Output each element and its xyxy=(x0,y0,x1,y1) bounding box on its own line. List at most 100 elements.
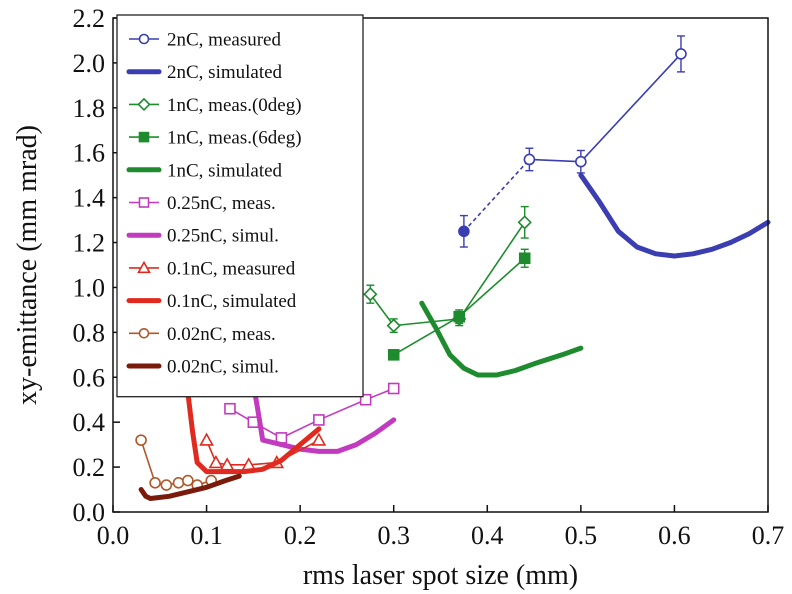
x-tick-label: 0.5 xyxy=(565,521,598,550)
x-tick-label: 0.1 xyxy=(190,521,223,550)
legend-label: 0.25nC, simul. xyxy=(167,226,279,247)
data-point xyxy=(149,477,161,489)
x-axis-title: rms laser spot size (mm) xyxy=(303,560,578,591)
series-line xyxy=(458,257,526,318)
y-tick-label: 0.2 xyxy=(73,453,106,482)
legend-item: 0.25nC, simul. xyxy=(126,226,279,247)
series-4 xyxy=(419,300,584,378)
legend-item: 1nC, meas.(0deg) xyxy=(129,95,302,116)
data-point xyxy=(517,215,532,230)
x-tick-label: 0.3 xyxy=(377,521,410,550)
legend-label: 2nC, measured xyxy=(167,30,281,51)
y-tick-label: 1.6 xyxy=(73,139,106,168)
x-tick-label: 0.7 xyxy=(752,521,785,550)
series-line xyxy=(250,381,397,454)
x-tick-label: 0.0 xyxy=(97,521,130,550)
series-line xyxy=(580,53,682,163)
legend-label: 0.1nC, simulated xyxy=(167,291,297,312)
legend-item: 0.1nC, measured xyxy=(129,258,296,279)
legend-label: 0.25nC, meas. xyxy=(167,193,276,214)
y-tick-label: 2.2 xyxy=(73,4,106,33)
y-tick-label: 1.4 xyxy=(73,184,106,213)
series-line xyxy=(369,293,395,327)
data-point xyxy=(387,349,400,361)
legend-item: 0.02nC, meas. xyxy=(129,324,276,345)
series-8 xyxy=(185,390,322,475)
legend-label: 1nC, simulated xyxy=(167,160,283,181)
series-line xyxy=(463,158,530,232)
data-point xyxy=(138,131,150,143)
series-line xyxy=(318,398,366,421)
series-line xyxy=(393,315,460,356)
plot-area xyxy=(135,35,771,501)
legend-item: 0.02nC, simul. xyxy=(126,357,279,378)
series-3 xyxy=(387,248,531,361)
series-1 xyxy=(578,172,771,259)
series-10 xyxy=(138,473,242,501)
data-point xyxy=(172,477,185,489)
legend-item: 2nC, measured xyxy=(129,30,281,51)
series-6 xyxy=(250,381,397,454)
series-line xyxy=(138,473,242,501)
y-tick-label: 1.8 xyxy=(73,94,106,123)
data-point xyxy=(160,479,173,491)
data-point xyxy=(386,318,401,333)
legend-label: 0.1nC, measured xyxy=(167,258,296,279)
y-axis-title: xy-emittance (mm mrad) xyxy=(12,125,43,405)
data-point xyxy=(675,48,687,60)
legend-item: 2nC, simulated xyxy=(126,62,283,83)
data-point xyxy=(575,155,587,168)
legend-item: 1nC, meas.(6deg) xyxy=(129,128,302,149)
data-point xyxy=(208,454,224,469)
data-point xyxy=(199,432,214,446)
x-tick-label: 0.6 xyxy=(658,521,691,550)
series-line xyxy=(578,172,771,259)
y-tick-label: 0.4 xyxy=(73,408,106,437)
data-point xyxy=(387,382,400,395)
y-tick-label: 1.2 xyxy=(73,229,106,258)
y-tick-label: 0.6 xyxy=(73,363,106,392)
data-point xyxy=(313,414,325,426)
data-point xyxy=(135,434,147,446)
y-tick-label: 0.0 xyxy=(73,498,106,527)
data-point xyxy=(518,252,531,265)
data-point xyxy=(311,432,327,446)
plot-frame xyxy=(112,17,769,513)
legend: 2nC, measured 2nC, simulated 1nC, meas.(0d… xyxy=(116,14,364,398)
y-tick-label: 1.0 xyxy=(73,273,106,302)
legend-label: 1nC, meas.(0deg) xyxy=(167,95,302,116)
data-point xyxy=(137,97,151,112)
data-point xyxy=(458,225,470,238)
axes: 0.0 0.1 0.2 0.3 0.4 0.5 0.6 0.7 0.0 0.2 0.4 0.6 0.8 1… xyxy=(73,4,785,550)
series-line xyxy=(185,390,322,475)
legend-label: 1nC, meas.(6deg) xyxy=(167,128,302,149)
legend-item: 1nC, simulated xyxy=(126,160,283,181)
series-line xyxy=(529,158,581,163)
data-point xyxy=(138,327,150,339)
x-tick-label: 0.2 xyxy=(284,521,317,550)
legend-label: 2nC, simulated xyxy=(167,62,283,83)
series-2 xyxy=(363,205,532,334)
data-point xyxy=(182,474,194,487)
y-tick-label: 0.8 xyxy=(73,318,106,347)
legend-item: 0.1nC, simulated xyxy=(126,291,297,312)
data-point xyxy=(523,153,536,166)
data-point xyxy=(137,260,151,274)
series-line xyxy=(281,419,320,439)
legend-label: 0.02nC, simul. xyxy=(167,357,279,378)
data-point xyxy=(224,402,236,415)
series-line xyxy=(419,300,584,378)
data-point xyxy=(359,393,372,406)
series-line xyxy=(140,439,156,484)
data-point xyxy=(138,197,150,208)
legend-item: 0.25nC, meas. xyxy=(129,193,276,214)
data-point xyxy=(363,287,378,302)
data-point xyxy=(138,33,150,45)
y-tick-label: 2.0 xyxy=(73,49,106,78)
data-point xyxy=(453,310,466,323)
series-0 xyxy=(458,35,687,248)
x-tick-label: 0.4 xyxy=(471,521,504,550)
series-line xyxy=(458,221,526,320)
legend-label: 0.02nC, meas. xyxy=(167,324,276,345)
